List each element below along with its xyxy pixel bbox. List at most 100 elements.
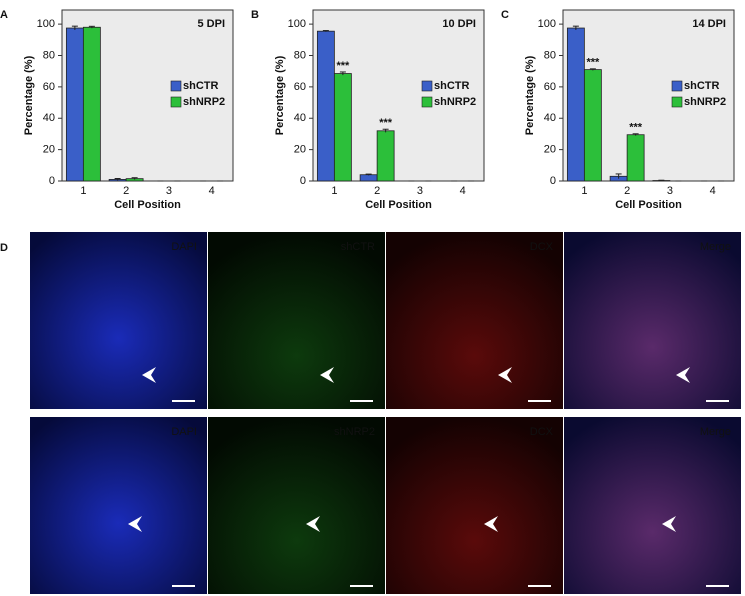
error-bar (589, 68, 596, 71)
y-tick-label: 60 (544, 81, 556, 93)
x-tick-label: 1 (581, 185, 587, 197)
panel-label: D (0, 242, 8, 254)
error-bar (572, 25, 579, 30)
micrograph (30, 232, 207, 409)
bar (583, 69, 602, 182)
arrowhead (662, 516, 676, 532)
significance-label: *** (586, 57, 600, 69)
arrowhead (306, 516, 320, 532)
x-tick-label: 3 (417, 185, 423, 197)
x-tick-label: 2 (624, 185, 630, 197)
panel-label: A (0, 9, 8, 21)
significance-label: *** (629, 122, 643, 134)
x-tick-label: 1 (80, 185, 86, 197)
y-tick-label: 0 (550, 175, 556, 187)
y-tick-label: 100 (538, 18, 556, 30)
bar (82, 26, 101, 182)
micrograph-label: shCTR (341, 241, 375, 253)
bar (566, 27, 585, 182)
legend-label: shNRP2 (183, 96, 225, 108)
legend-swatch (421, 80, 433, 92)
significance-label: *** (379, 117, 393, 129)
x-tick-label: 3 (667, 185, 673, 197)
legend-swatch (671, 96, 683, 108)
x-tick-label: 4 (460, 185, 466, 197)
micrograph-label: DCX (530, 426, 554, 438)
y-tick-label: 0 (49, 175, 55, 187)
y-tick-label: 0 (300, 175, 306, 187)
arrowhead (676, 367, 690, 383)
bar (65, 27, 84, 182)
arrowhead (484, 516, 498, 532)
x-tick-label: 2 (123, 185, 129, 197)
micrograph (564, 232, 741, 409)
bar (316, 30, 335, 182)
x-axis-label: Cell Position (365, 199, 432, 211)
micrograph (386, 232, 563, 409)
bar (626, 134, 645, 182)
bar (376, 130, 395, 182)
error-bar (114, 177, 121, 181)
micrograph (30, 417, 207, 594)
y-axis-label: Percentage (%) (23, 55, 35, 135)
micrograph (208, 417, 385, 594)
micrograph-label: DAPI (171, 241, 197, 253)
legend-swatch (421, 96, 433, 108)
arrowhead (320, 367, 334, 383)
micrograph (208, 232, 385, 409)
legend-swatch (170, 80, 182, 92)
legend-swatch (671, 80, 683, 92)
error-bar (322, 30, 329, 32)
y-tick-label: 20 (544, 144, 556, 156)
panel-label: B (251, 9, 259, 21)
significance-label: *** (336, 60, 350, 72)
y-tick-label: 60 (43, 81, 55, 93)
error-bar (615, 173, 622, 179)
y-tick-label: 40 (544, 112, 556, 124)
x-tick-label: 1 (331, 185, 337, 197)
arrowhead (128, 516, 142, 532)
arrowhead (142, 367, 156, 383)
micrograph-label: DCX (530, 241, 554, 253)
error-bar (131, 177, 138, 180)
legend-swatch (170, 96, 182, 108)
micrograph-label: Merge (700, 426, 731, 438)
x-tick-label: 4 (209, 185, 215, 197)
error-bar (658, 179, 665, 181)
arrowhead (498, 367, 512, 383)
y-axis-label: Percentage (%) (524, 55, 536, 135)
bar (359, 174, 378, 182)
legend-label: shCTR (684, 80, 720, 92)
error-bar (71, 25, 78, 30)
y-tick-label: 80 (43, 49, 55, 61)
micrograph (386, 417, 563, 594)
chart-title: 10 DPI (442, 18, 476, 30)
error-bar (632, 133, 639, 136)
x-axis-label: Cell Position (114, 199, 181, 211)
micrograph-label: shNRP2 (334, 426, 375, 438)
error-bar (339, 71, 346, 76)
legend-label: shCTR (434, 80, 470, 92)
legend-label: shCTR (183, 80, 219, 92)
error-bar (382, 128, 389, 133)
y-tick-label: 100 (37, 18, 55, 30)
x-tick-label: 4 (710, 185, 716, 197)
y-tick-label: 40 (294, 112, 306, 124)
x-tick-label: 3 (166, 185, 172, 197)
y-tick-label: 60 (294, 81, 306, 93)
panel-label: C (501, 9, 509, 21)
y-tick-label: 100 (288, 18, 306, 30)
micrograph (564, 417, 741, 594)
micrograph-label: DAPI (171, 426, 197, 438)
error-bar (88, 25, 95, 29)
y-tick-label: 20 (294, 144, 306, 156)
legend-label: shNRP2 (684, 96, 726, 108)
y-tick-label: 80 (294, 49, 306, 61)
y-tick-label: 80 (544, 49, 556, 61)
bar (333, 73, 352, 182)
micrograph-label: Merge (700, 241, 731, 253)
legend-label: shNRP2 (434, 96, 476, 108)
chart-title: 5 DPI (197, 18, 225, 30)
chart-title: 14 DPI (692, 18, 726, 30)
